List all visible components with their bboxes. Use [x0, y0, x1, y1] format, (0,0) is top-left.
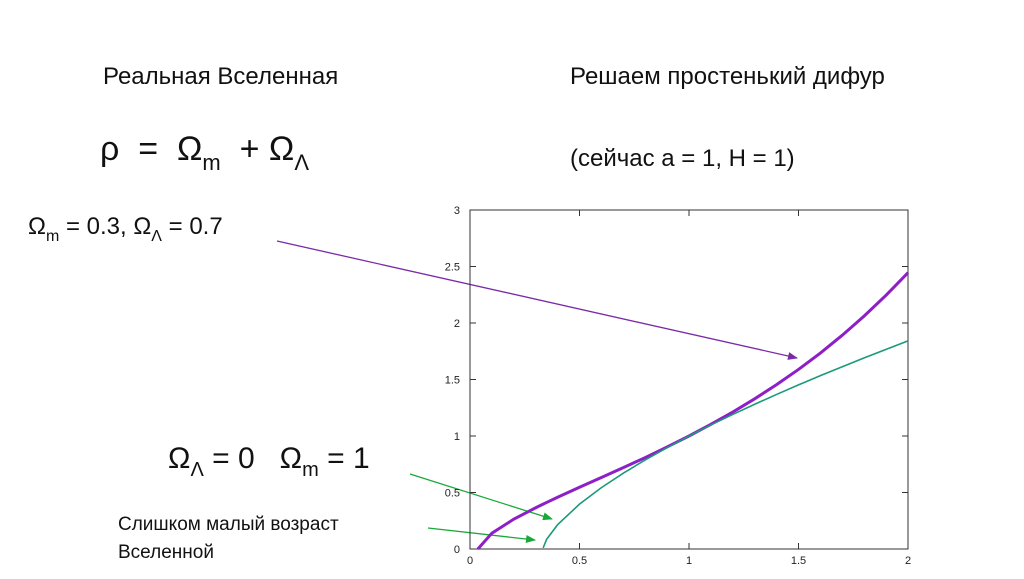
- y-tick-label: 2: [454, 318, 460, 330]
- formula-part: Λ: [151, 228, 162, 245]
- x-tick-label: 2: [905, 555, 911, 567]
- plot-frame: [469, 209, 909, 550]
- right-heading: Решаем простенький дифур: [570, 63, 885, 90]
- formula-part: Ω: [168, 442, 190, 475]
- arrow: [276, 240, 798, 360]
- formula-part: m: [46, 228, 59, 245]
- conditions: (сейчас a = 1, H = 1): [570, 145, 795, 172]
- y-tick-label: 2.5: [445, 262, 460, 274]
- x-tick-label: 0: [467, 555, 473, 567]
- y-tick-label: 1.5: [445, 375, 460, 387]
- formula-part: ρ = Ω: [100, 130, 202, 168]
- formula-part: m: [302, 459, 319, 481]
- age-note-line: Слишком малый возраст: [118, 514, 339, 535]
- x-tick-label: 1: [686, 555, 692, 567]
- left-heading: Реальная Вселенная: [103, 63, 338, 90]
- data-line: [542, 340, 909, 549]
- formula-part: Λ: [294, 150, 309, 175]
- data-line: [476, 271, 910, 550]
- matter-label: ΩΛ = 0 Ωm = 1: [168, 442, 370, 481]
- arrow: [427, 527, 536, 543]
- formula-part: = 1: [319, 442, 370, 475]
- formula-part: = 0.3, Ω: [59, 213, 151, 240]
- y-tick-label: 0: [454, 544, 460, 556]
- formula-part: + Ω: [221, 130, 295, 168]
- age-note-line: Вселенной: [118, 542, 214, 563]
- formula-part: = 0.7: [162, 213, 223, 240]
- formula-part: Ω: [28, 213, 46, 240]
- arrow: [409, 473, 553, 521]
- x-tick-label: 1.5: [791, 555, 806, 567]
- y-tick-label: 1: [454, 431, 460, 443]
- y-tick-label: 3: [454, 205, 460, 217]
- x-tick-label: 0.5: [572, 555, 587, 567]
- formula-part: = 0 Ω: [204, 442, 302, 475]
- formula-part: Λ: [190, 459, 204, 481]
- y-tick-label: 0.5: [445, 488, 460, 500]
- lcdm-label: Ωm = 0.3, ΩΛ = 0.7: [28, 213, 223, 245]
- formula-part: m: [202, 150, 220, 175]
- formula: ρ = Ωm + ΩΛ: [100, 130, 309, 175]
